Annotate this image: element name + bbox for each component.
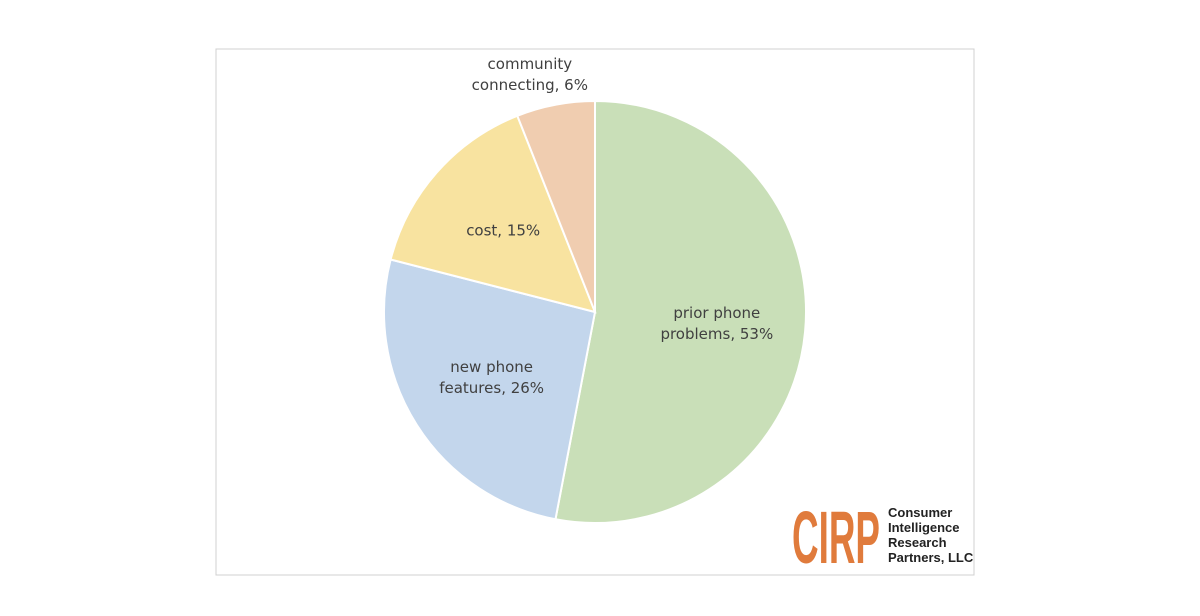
data-label: prior phone problems, 53% [660,303,774,343]
logo-name-line: Partners, LLC [888,550,974,565]
logo-name-line: Research [888,535,947,550]
data-label: community connecting, 6% [471,55,588,95]
data-label: cost, 15% [466,221,541,240]
pie-slice [516,99,596,313]
data-label: new phone features, 26% [439,357,545,397]
pie-slice [383,258,597,521]
logo-mark: CIRP [792,496,880,579]
logo-name-line: Intelligence [888,520,960,535]
pie-slice [389,114,597,314]
logo-name-line: Consumer [888,505,952,520]
pie-slice [554,99,807,524]
